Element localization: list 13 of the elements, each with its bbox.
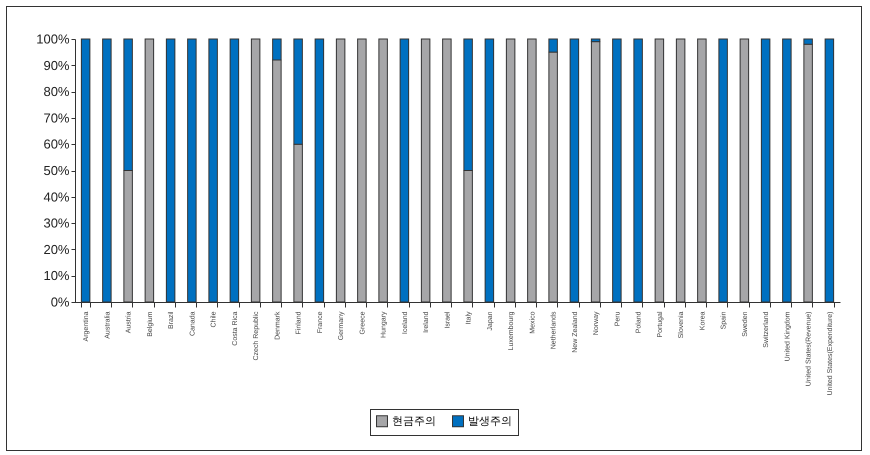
y-tick-label: 10%: [43, 268, 70, 284]
legend-label: 발생주의: [468, 414, 512, 428]
y-tick-label: 100%: [36, 32, 70, 46]
y-tick-label: 30%: [43, 216, 70, 231]
y-tick-label: 50%: [43, 163, 70, 178]
y-tick-label: 80%: [43, 84, 70, 100]
y-tick-label: 60%: [43, 136, 70, 152]
legend-label: 현금주의: [392, 414, 436, 428]
y-tick-label: 0%: [50, 294, 70, 310]
y-tick-label: 20%: [43, 242, 70, 257]
y-tick-label: 70%: [43, 110, 70, 126]
y-tick-label: 40%: [43, 189, 70, 204]
y-tick-label: 90%: [43, 58, 70, 73]
